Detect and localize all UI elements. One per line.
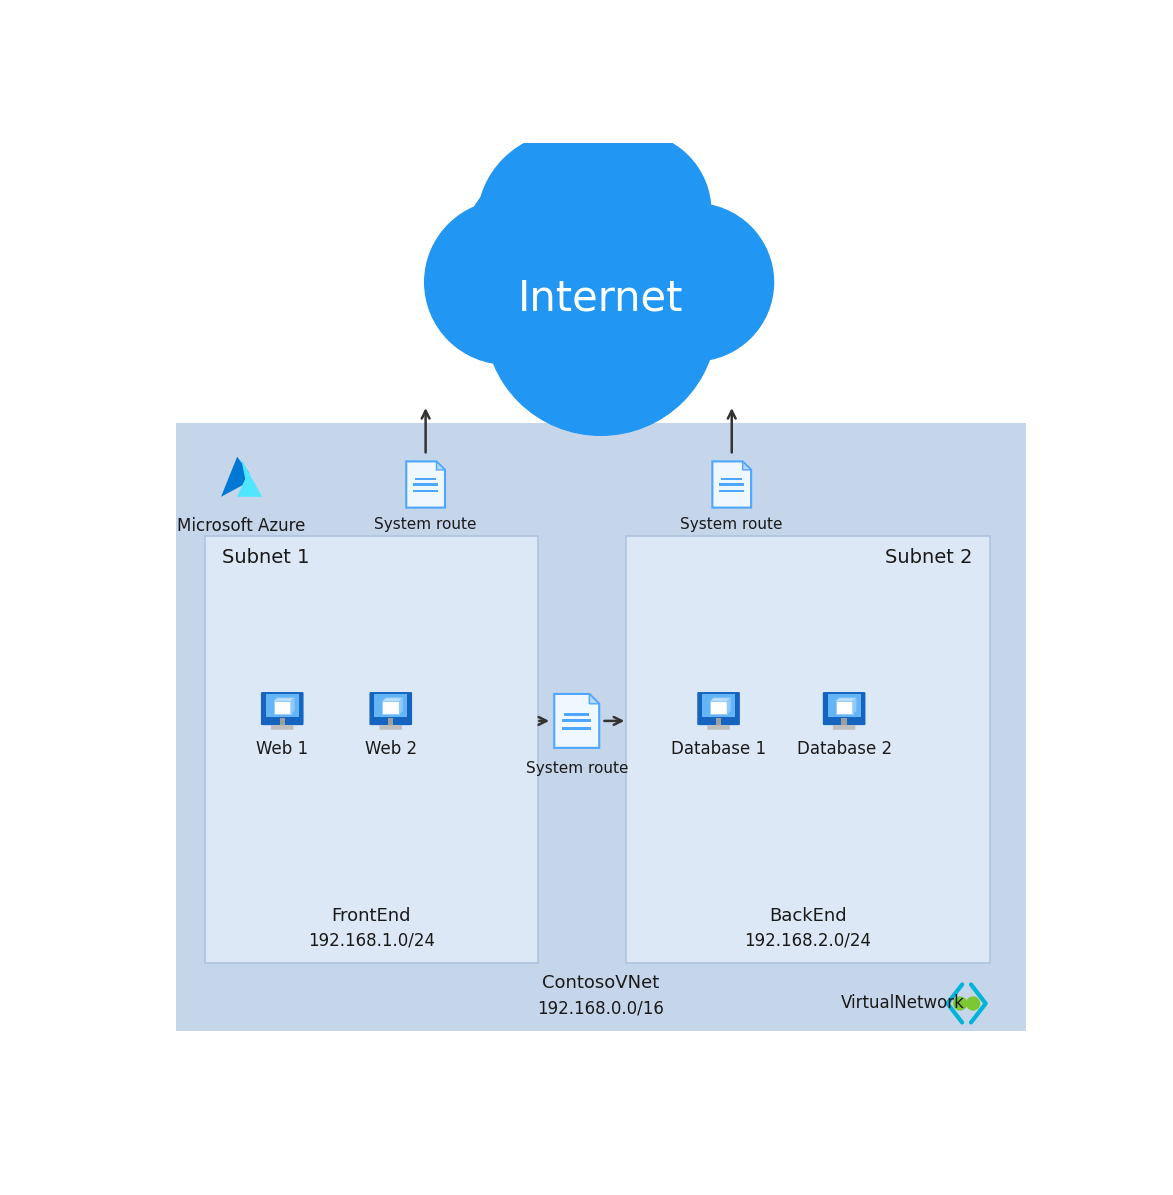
FancyBboxPatch shape (625, 537, 990, 963)
Circle shape (954, 997, 967, 1010)
FancyBboxPatch shape (562, 719, 591, 723)
FancyBboxPatch shape (841, 718, 847, 725)
Text: VirtualNetwork: VirtualNetwork (841, 994, 965, 1012)
Text: Internet: Internet (518, 278, 684, 320)
Circle shape (552, 133, 711, 290)
FancyBboxPatch shape (719, 483, 745, 486)
FancyBboxPatch shape (719, 490, 745, 492)
FancyBboxPatch shape (697, 692, 740, 725)
Text: 192.168.2.0/24: 192.168.2.0/24 (744, 931, 872, 949)
Text: Database 2: Database 2 (796, 740, 891, 758)
FancyBboxPatch shape (271, 725, 293, 730)
Polygon shape (743, 461, 751, 470)
FancyBboxPatch shape (266, 694, 299, 717)
Polygon shape (835, 698, 856, 701)
Text: System route: System route (526, 761, 628, 776)
FancyBboxPatch shape (415, 478, 436, 480)
Polygon shape (273, 698, 294, 701)
Circle shape (477, 133, 658, 312)
Text: Subnet 1: Subnet 1 (222, 549, 310, 568)
Circle shape (425, 201, 590, 364)
FancyBboxPatch shape (822, 692, 866, 725)
Polygon shape (436, 461, 445, 470)
Polygon shape (382, 701, 399, 713)
FancyBboxPatch shape (176, 423, 1026, 1031)
Text: System route: System route (374, 517, 477, 532)
FancyBboxPatch shape (703, 694, 735, 717)
FancyBboxPatch shape (721, 478, 743, 480)
FancyBboxPatch shape (707, 725, 730, 730)
Circle shape (615, 203, 773, 361)
Text: System route: System route (680, 517, 784, 532)
Text: Web 2: Web 2 (365, 740, 416, 758)
Polygon shape (399, 698, 402, 713)
FancyBboxPatch shape (374, 694, 407, 717)
Polygon shape (710, 698, 731, 701)
Circle shape (486, 206, 717, 435)
FancyBboxPatch shape (413, 490, 439, 492)
Polygon shape (237, 459, 262, 497)
Text: Web 1: Web 1 (256, 740, 308, 758)
Text: BackEnd: BackEnd (768, 907, 847, 925)
FancyBboxPatch shape (564, 713, 589, 716)
Polygon shape (835, 701, 853, 713)
Polygon shape (710, 701, 727, 713)
Polygon shape (712, 461, 751, 508)
Text: Database 1: Database 1 (671, 740, 766, 758)
FancyBboxPatch shape (833, 725, 855, 730)
Circle shape (967, 997, 979, 1010)
Text: 192.168.1.0/24: 192.168.1.0/24 (307, 931, 435, 949)
FancyBboxPatch shape (562, 727, 591, 730)
Polygon shape (291, 698, 294, 713)
Polygon shape (555, 694, 599, 748)
FancyBboxPatch shape (279, 718, 285, 725)
Polygon shape (273, 701, 291, 713)
FancyBboxPatch shape (828, 694, 861, 717)
FancyBboxPatch shape (388, 718, 393, 725)
Polygon shape (727, 698, 731, 713)
FancyBboxPatch shape (369, 692, 412, 725)
Text: Microsoft Azure: Microsoft Azure (177, 517, 305, 535)
Polygon shape (406, 461, 445, 508)
FancyBboxPatch shape (716, 718, 721, 725)
FancyBboxPatch shape (380, 725, 402, 730)
FancyBboxPatch shape (205, 537, 538, 963)
Circle shape (467, 173, 598, 304)
Polygon shape (221, 456, 249, 497)
Text: Subnet 2: Subnet 2 (886, 549, 972, 568)
Polygon shape (382, 698, 402, 701)
Text: 192.168.0.0/16: 192.168.0.0/16 (537, 999, 664, 1017)
FancyBboxPatch shape (413, 483, 439, 486)
Polygon shape (853, 698, 856, 713)
Text: ContosoVNet: ContosoVNet (542, 974, 659, 992)
FancyBboxPatch shape (260, 692, 304, 725)
Text: FrontEnd: FrontEnd (332, 907, 411, 925)
Polygon shape (589, 694, 599, 704)
